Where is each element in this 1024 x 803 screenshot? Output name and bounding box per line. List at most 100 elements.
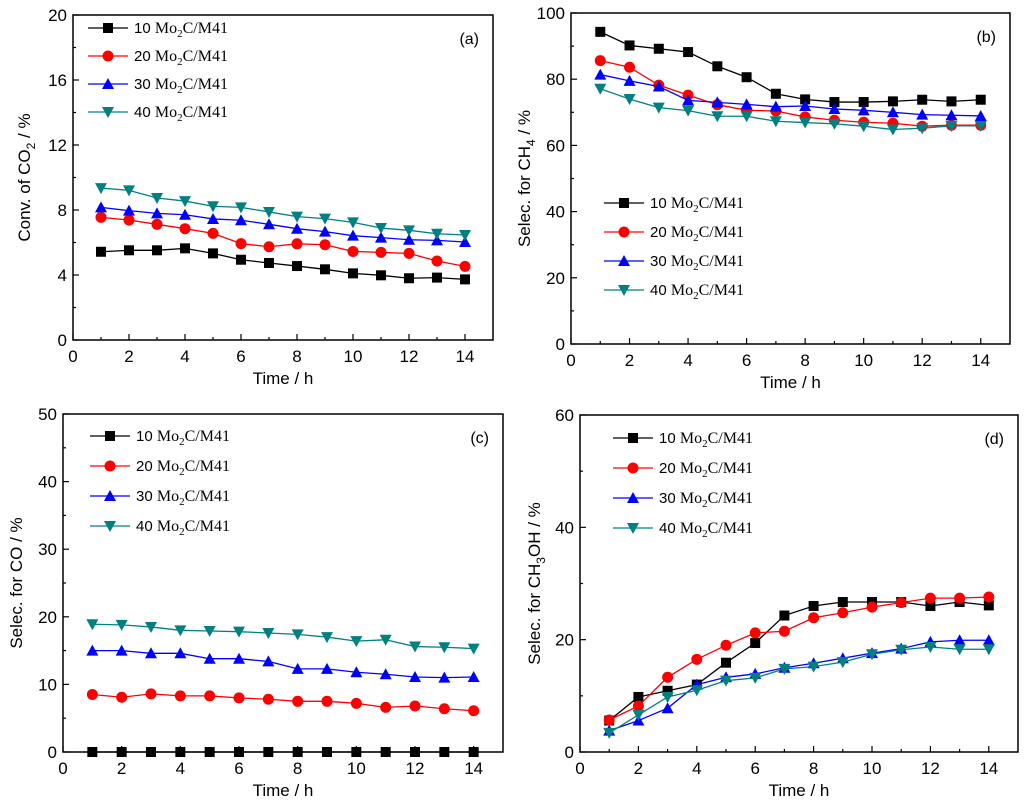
series-4 <box>603 641 995 739</box>
data-point <box>86 689 98 701</box>
x-tick-label: 12 <box>921 759 940 778</box>
data-point <box>292 695 304 707</box>
data-point <box>291 238 303 250</box>
data-point <box>145 647 157 659</box>
plot-frame <box>62 413 504 753</box>
data-point <box>350 636 363 648</box>
series-line <box>608 596 989 721</box>
data-point <box>145 621 157 633</box>
x-tick-label: 8 <box>800 351 809 370</box>
x-tick-label: 2 <box>625 351 634 370</box>
data-point <box>468 747 479 757</box>
legend-formula: Mo <box>680 460 702 477</box>
data-point <box>857 104 870 116</box>
data-point <box>459 236 471 248</box>
data-point <box>96 246 106 257</box>
legend-subscript: 2 <box>179 496 185 508</box>
data-point <box>319 239 331 251</box>
data-point <box>778 663 791 675</box>
data-point <box>235 214 247 226</box>
data-point <box>720 675 732 687</box>
data-point <box>769 100 782 112</box>
data-point <box>982 634 995 646</box>
series-line <box>92 649 474 679</box>
data-point <box>953 634 966 646</box>
legend-item: 10 Mo2C/M41 <box>604 195 744 215</box>
data-point <box>945 109 958 121</box>
x-tick-label: 10 <box>344 347 363 366</box>
x-axis-title: Time / h <box>769 781 830 800</box>
data-point <box>594 55 606 67</box>
legend-suffix: C/M41 <box>183 104 228 121</box>
data-point <box>749 627 761 639</box>
series-4 <box>95 183 471 242</box>
data-point <box>262 693 274 705</box>
y-tick-label: 20 <box>546 269 565 288</box>
data-point <box>662 685 673 696</box>
legend-label: 40 Mo2C/M41 <box>136 518 230 538</box>
data-point <box>828 102 841 114</box>
y-tick-label: 30 <box>38 540 57 559</box>
data-point <box>123 185 135 197</box>
y-axis-title-suffix: / % <box>15 113 34 142</box>
data-point <box>974 120 987 132</box>
series-1 <box>604 597 994 726</box>
data-point <box>778 625 790 637</box>
legend-suffix: C/M41 <box>699 282 744 299</box>
data-point <box>291 629 304 641</box>
legend-formula: Mo <box>157 518 179 535</box>
legend-prefix: 40 <box>134 104 155 121</box>
legend-formula: Mo <box>680 520 702 537</box>
legend-marker <box>102 78 114 89</box>
data-point <box>379 668 392 680</box>
data-point <box>594 68 607 80</box>
data-point <box>468 705 480 717</box>
data-point <box>633 691 644 702</box>
series-1 <box>595 26 986 108</box>
data-point <box>438 703 450 715</box>
legend-suffix: C/M41 <box>699 224 744 241</box>
legend-suffix: C/M41 <box>183 48 228 65</box>
data-point <box>375 223 387 235</box>
legend-formula: Mo <box>157 428 179 445</box>
data-point <box>720 639 732 651</box>
data-point <box>403 247 415 259</box>
x-tick-label: 0 <box>575 759 584 778</box>
legend-prefix: 20 <box>134 48 155 65</box>
legend-marker <box>102 50 114 62</box>
y-tick-label: 80 <box>546 70 565 89</box>
data-point <box>235 202 247 214</box>
data-point <box>174 625 187 637</box>
legend-marker <box>104 521 116 532</box>
data-point <box>837 597 848 608</box>
data-point <box>348 268 358 279</box>
legend-subscript: 2 <box>693 203 699 215</box>
x-tick-label: 10 <box>854 351 873 370</box>
x-tick-label: 12 <box>406 759 425 778</box>
data-point <box>866 601 878 613</box>
x-tick-label: 12 <box>913 351 932 370</box>
data-point <box>262 628 275 640</box>
data-point <box>115 644 128 656</box>
legend-item: 20 Mo2C/M41 <box>88 48 228 68</box>
data-point <box>439 747 450 757</box>
data-point <box>770 88 781 99</box>
data-point <box>954 592 966 604</box>
data-point <box>432 272 442 283</box>
legend-suffix: C/M41 <box>708 490 753 507</box>
legend-prefix: 10 <box>134 20 155 37</box>
series-3 <box>86 644 480 683</box>
data-point <box>204 690 216 702</box>
legend-item: 40 Mo2C/M41 <box>88 104 228 124</box>
y-tick-label: 4 <box>58 266 67 285</box>
legend-prefix: 10 <box>659 430 680 447</box>
data-point <box>749 672 762 684</box>
data-point <box>409 700 421 712</box>
data-point <box>379 634 392 646</box>
data-point <box>319 213 331 225</box>
legend-marker <box>618 226 630 238</box>
x-tick-label: 2 <box>634 759 643 778</box>
legend-label: 40 Mo2C/M41 <box>134 104 228 124</box>
